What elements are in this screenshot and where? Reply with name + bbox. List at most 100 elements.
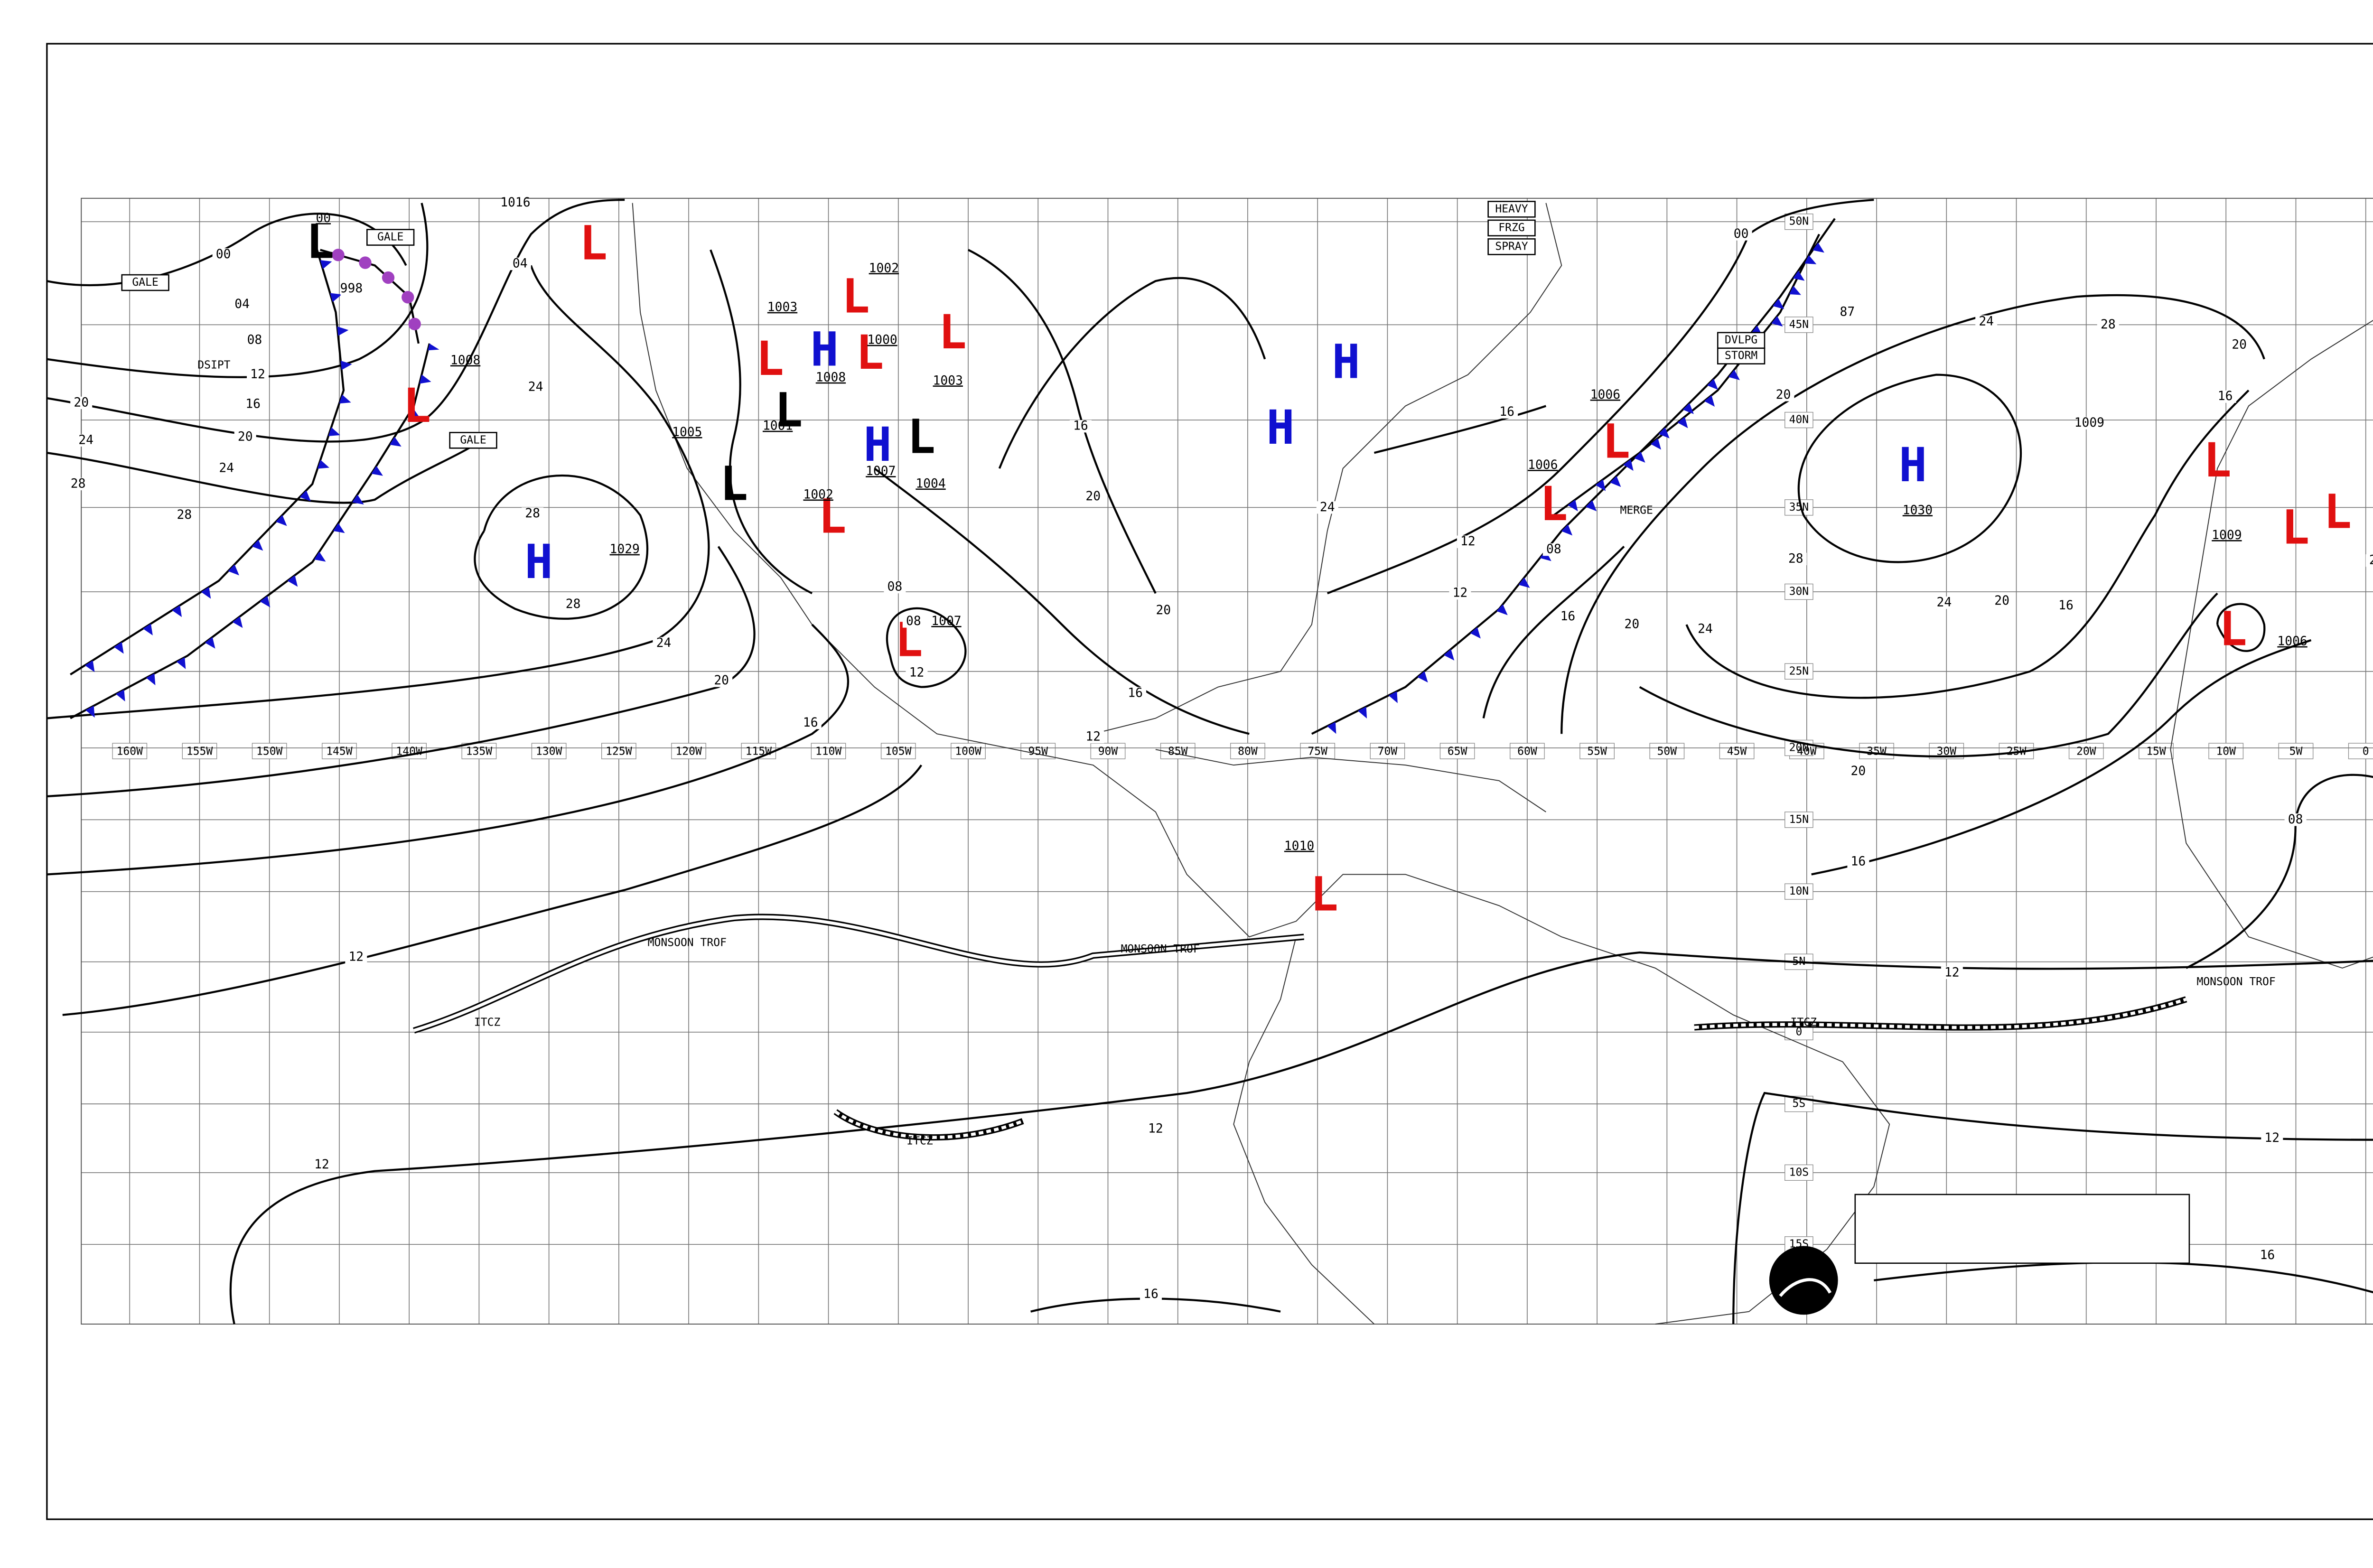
isobar-label-bg — [243, 334, 266, 347]
latitude-label: 25N — [1789, 665, 1809, 677]
pressure-center: L — [1602, 415, 1630, 469]
front-pip — [352, 495, 364, 505]
pressure-center: L — [2219, 602, 2247, 656]
isobar-label-bg — [906, 666, 928, 680]
front-pip — [1677, 417, 1688, 429]
isobar-label: 16 — [1073, 419, 1088, 433]
front-pip — [114, 642, 124, 654]
center-pressure: 1006 — [2277, 635, 2307, 649]
isobar-label: 28 — [177, 508, 192, 522]
front-pip — [382, 271, 395, 284]
feature-label: ITCZ — [1791, 1017, 1817, 1029]
feature-label: DVLPG — [1725, 334, 1757, 346]
isobar-label: 12 — [314, 1157, 329, 1172]
pressure-center: L — [1310, 868, 1338, 922]
lon-label-box — [2208, 743, 2244, 759]
latitude-label: 45N — [1789, 318, 1809, 331]
isobar-label-bg — [1144, 1122, 1167, 1135]
map-frame — [81, 197, 2373, 1325]
pressure-center: H — [811, 322, 839, 377]
cold-front — [70, 343, 431, 719]
isobar-label: 12 — [348, 950, 364, 964]
isobar-label: 24 — [1937, 595, 1952, 609]
isobar — [1373, 405, 1547, 454]
isobar-label: 00 — [216, 247, 231, 261]
front-pip — [260, 596, 271, 607]
feature-label: DSIPT — [197, 359, 230, 371]
front-pip — [1518, 577, 1530, 588]
isobar — [47, 213, 407, 287]
isobar-label-bg — [1069, 420, 1092, 433]
info-box-frame — [1854, 1194, 2190, 1264]
page-border — [46, 43, 2373, 1520]
lon-label-box — [951, 743, 986, 759]
isobar-label: 08 — [1546, 542, 1561, 557]
front-pip — [1707, 379, 1719, 390]
noaa-logo — [1769, 1246, 1838, 1315]
pressure-center: L — [818, 489, 846, 544]
longitude-label: 60W — [1517, 746, 1537, 758]
isobar-label: 1009 — [2074, 416, 2104, 430]
isobar — [1685, 390, 2250, 699]
feature-label-box — [1487, 219, 1536, 237]
front-pip — [317, 459, 329, 469]
lon-label-box — [322, 743, 357, 759]
lon-label-box — [671, 743, 706, 759]
lon-label-box — [1370, 743, 1405, 759]
isobar — [47, 198, 625, 443]
front-pip — [1634, 451, 1645, 463]
front-pip — [228, 564, 239, 576]
longitude-label: 35W — [1867, 746, 1887, 758]
center-pressure: 1030 — [1903, 503, 1933, 517]
isobar-label-bg — [1152, 604, 1175, 617]
latitude-label: 5S — [1793, 1098, 1806, 1110]
isobar — [874, 467, 1250, 735]
lon-label-box — [2348, 743, 2373, 759]
longitude-label: 30W — [1937, 746, 1957, 758]
longitude-label: 40W — [1797, 746, 1817, 758]
center-pressure: 1004 — [916, 476, 945, 491]
isobar-label-bg — [1941, 966, 1963, 979]
isobar-label: 08 — [2288, 812, 2303, 827]
front-pip — [320, 260, 332, 270]
feature-label: SPRAY — [1495, 240, 1528, 252]
isobar-label-bg — [1621, 618, 1643, 631]
isobar-label: 20 — [714, 673, 729, 688]
isobar-label: 16 — [1851, 855, 1866, 869]
center-pressure: 1006 — [1590, 388, 1620, 402]
isobar-label-bg — [1933, 596, 1955, 609]
front-pip — [408, 317, 421, 330]
front-pip — [328, 427, 340, 436]
front-pip — [1595, 479, 1606, 491]
longitude-label: 10W — [2216, 746, 2236, 758]
pressure-center: H — [1332, 335, 1360, 390]
front-pip — [340, 360, 352, 370]
front-pip — [1561, 524, 1573, 536]
trough-inner — [834, 1110, 1024, 1139]
isobar-label-bg — [2261, 1132, 2283, 1145]
isobar-label: 16 — [2260, 1248, 2275, 1262]
longitude-label: 55W — [1587, 746, 1607, 758]
isobar-label: 20 — [1776, 388, 1791, 402]
pressure-center: L — [720, 457, 748, 511]
isobar-label-bg — [1124, 687, 1147, 700]
isobar-label-bg — [1457, 535, 1479, 548]
coastline — [1155, 749, 1546, 812]
isobar-label-bg — [340, 282, 363, 295]
isobar-label: 20 — [1085, 489, 1101, 504]
longitude-label: 100W — [955, 746, 981, 758]
lon-label-box — [2278, 743, 2314, 759]
front-pip — [333, 523, 345, 533]
isobar-label: 20 — [74, 395, 89, 410]
front-pip — [176, 657, 186, 669]
front-pip — [205, 637, 215, 649]
isobar-label: 16 — [1128, 686, 1143, 700]
isobar-label: 12 — [2264, 1131, 2280, 1145]
lon-label-box — [2139, 743, 2174, 759]
pressure-center: L — [2324, 485, 2352, 540]
lon-label-box — [1579, 743, 1615, 759]
isobar-label-bg — [1847, 855, 1869, 868]
isobar-label: 20 — [238, 430, 253, 444]
lat-label-box — [1784, 214, 1813, 230]
latitude-label: 15N — [1789, 813, 1809, 826]
